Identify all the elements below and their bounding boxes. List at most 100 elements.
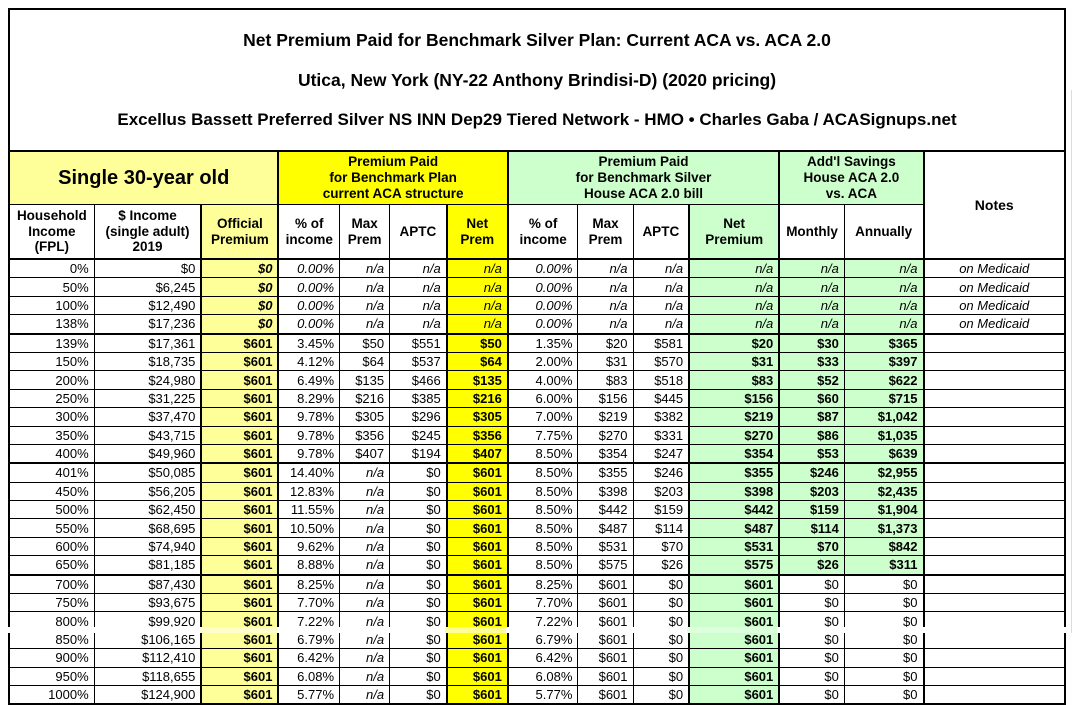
note-cell[interactable] [923,500,1066,520]
table-cell[interactable]: $601 [688,574,781,595]
table-cell[interactable]: n/a [339,629,391,650]
column-header-savings-annually[interactable]: Annually [843,204,925,260]
table-cell[interactable]: $114 [778,518,845,538]
table-cell[interactable]: 50% [8,277,95,297]
table-cell[interactable]: $17,361 [93,333,202,353]
table-cell[interactable]: 8.50% [507,518,579,538]
table-cell[interactable]: 9.78% [277,443,341,465]
table-cell[interactable]: $842 [843,536,925,557]
table-cell[interactable]: 0.00% [277,258,341,279]
table-cell[interactable]: $37,470 [93,407,202,427]
table-cell[interactable]: $26 [778,555,845,576]
table-cell[interactable]: $0 [389,462,448,483]
table-cell[interactable]: $0 [632,593,690,613]
table-cell[interactable]: 600% [8,536,95,557]
table-cell[interactable]: $246 [632,462,690,483]
table-cell[interactable]: 0% [8,258,95,279]
table-cell[interactable]: $24,980 [93,370,202,390]
column-header-aca2-max-prem[interactable]: Max Prem [577,204,634,260]
table-cell[interactable]: 7.75% [507,425,579,445]
table-cell[interactable]: $601 [445,684,509,705]
table-cell[interactable]: 0.00% [507,314,579,335]
group-addl-savings[interactable]: Add'l Savings House ACA 2.0 vs. ACA [778,150,925,205]
note-cell[interactable] [923,462,1066,483]
table-cell[interactable]: 8.25% [507,574,579,595]
note-cell[interactable] [923,407,1066,427]
table-cell[interactable]: $601 [688,611,781,631]
table-cell[interactable]: 0.00% [507,277,579,297]
table-cell[interactable]: 6.42% [507,648,579,668]
table-cell[interactable]: 1000% [8,684,95,705]
table-cell[interactable]: 400% [8,443,95,465]
table-cell[interactable]: 0.00% [277,277,341,297]
table-cell[interactable]: $442 [577,500,634,520]
table-cell[interactable]: $52 [778,370,845,390]
table-cell[interactable]: $445 [632,388,690,409]
column-header-aca-pct-income[interactable]: % of income [277,204,341,260]
table-cell[interactable]: $601 [200,462,280,483]
note-cell[interactable] [923,388,1066,409]
table-cell[interactable]: 8.50% [507,481,579,502]
table-cell[interactable]: $0 [389,518,448,538]
table-cell[interactable]: n/a [389,258,448,279]
table-cell[interactable]: $203 [632,481,690,502]
table-cell[interactable]: $1,035 [843,425,925,445]
table-cell[interactable]: 401% [8,462,95,483]
table-cell[interactable]: n/a [339,648,391,668]
table-cell[interactable]: 6.79% [507,629,579,650]
table-cell[interactable]: 6.42% [277,648,341,668]
table-cell[interactable]: 700% [8,574,95,595]
column-header-aca-net-prem[interactable]: Net Prem [445,204,509,260]
table-cell[interactable]: $487 [577,518,634,538]
column-header-aca2-aptc[interactable]: APTC [632,204,690,260]
table-cell[interactable]: $305 [339,407,391,427]
table-cell[interactable]: $487 [688,518,781,538]
table-cell[interactable]: $551 [389,333,448,353]
table-cell[interactable]: n/a [339,555,391,576]
table-cell[interactable]: n/a [445,277,509,297]
table-cell[interactable]: $156 [688,388,781,409]
table-cell[interactable]: 2.00% [507,351,579,372]
table-cell[interactable]: $601 [445,666,509,686]
table-cell[interactable]: $216 [339,388,391,409]
table-cell[interactable]: 8.25% [277,574,341,595]
table-cell[interactable]: $87,430 [93,574,202,595]
table-cell[interactable]: $20 [577,333,634,353]
table-cell[interactable]: $0 [632,629,690,650]
table-cell[interactable]: $601 [200,574,280,595]
table-cell[interactable]: $601 [200,407,280,427]
table-cell[interactable]: $0 [389,481,448,502]
table-cell[interactable]: n/a [339,518,391,538]
table-cell[interactable]: $398 [577,481,634,502]
table-cell[interactable]: $2,435 [843,481,925,502]
table-cell[interactable]: $0 [632,666,690,686]
table-cell[interactable]: $601 [200,536,280,557]
table-cell[interactable]: $0 [843,648,925,668]
table-cell[interactable]: 5.77% [277,684,341,705]
table-cell[interactable]: $0 [843,666,925,686]
table-cell[interactable]: $62,450 [93,500,202,520]
table-cell[interactable]: $0 [389,629,448,650]
table-cell[interactable]: n/a [339,593,391,613]
table-cell[interactable]: $216 [445,388,509,409]
table-cell[interactable]: n/a [339,295,391,316]
table-cell[interactable]: $601 [200,593,280,613]
table-cell[interactable]: n/a [843,295,925,316]
table-cell[interactable]: $0 [843,574,925,595]
note-cell[interactable] [923,425,1066,445]
table-cell[interactable]: $601 [577,593,634,613]
column-header-aca2-pct-income[interactable]: % of income [507,204,579,260]
table-cell[interactable]: 11.55% [277,500,341,520]
table-cell[interactable]: n/a [688,258,781,279]
table-cell[interactable]: n/a [339,500,391,520]
table-cell[interactable]: n/a [339,666,391,686]
table-cell[interactable]: $311 [843,555,925,576]
table-cell[interactable]: 9.62% [277,536,341,557]
table-cell[interactable]: $0 [389,666,448,686]
note-cell[interactable] [923,684,1066,705]
table-cell[interactable]: n/a [445,314,509,335]
table-cell[interactable]: $715 [843,388,925,409]
table-cell[interactable]: $601 [200,684,280,705]
table-cell[interactable]: $537 [389,351,448,372]
table-cell[interactable]: $0 [778,611,845,631]
